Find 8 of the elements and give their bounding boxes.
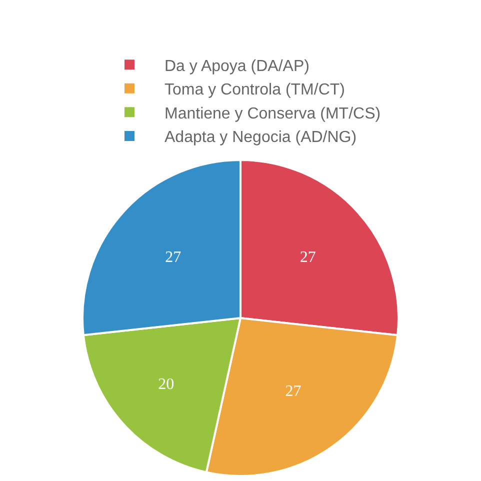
legend-label: Toma y Controla (TM/CT) <box>164 82 345 99</box>
legend-label: Mantiene y Conserva (MT/CS) <box>164 105 381 122</box>
legend-label: Da y Apoya (DA/AP) <box>164 58 310 75</box>
data-label: 27 <box>165 249 182 266</box>
legend-label: Adapta y Negocia (AD/NG) <box>164 129 357 146</box>
data-label: 20 <box>158 376 174 394</box>
data-label: 27 <box>300 249 316 266</box>
data-label: 27 <box>285 383 302 400</box>
